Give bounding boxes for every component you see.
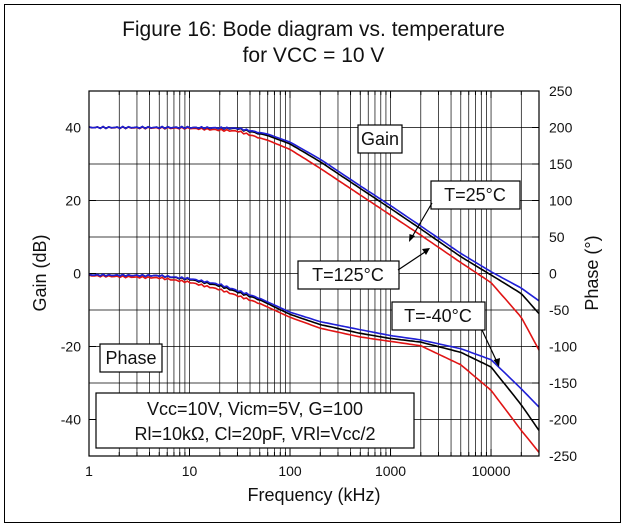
series-group xyxy=(88,125,540,453)
t125-arrow xyxy=(397,251,426,271)
tm40-label-box xyxy=(391,301,486,331)
phase-label: Phase xyxy=(105,348,156,368)
phase-label-box xyxy=(99,343,163,373)
t25-label-box xyxy=(430,180,521,210)
conditions-line1: Vcc=10V, Vicm=5V, G=100 xyxy=(147,399,363,419)
tm40-arrowhead xyxy=(493,358,500,367)
x-tick-label: 10000 xyxy=(472,463,511,479)
y-right-tick-label: -50 xyxy=(549,302,569,318)
y-left-tick-label: 20 xyxy=(65,193,81,209)
conditions-box xyxy=(95,392,415,449)
conditions-line2: Rl=10kΩ, Cl=20pF, VRl=Vcc/2 xyxy=(134,424,375,444)
y-right-tick-label: 150 xyxy=(549,156,573,172)
plot-border xyxy=(88,90,540,457)
x-tick-label: 1 xyxy=(85,463,93,479)
x-tick-label: 100 xyxy=(278,463,302,479)
y-axis-left-label: Gain (dB) xyxy=(30,234,50,311)
y-right-tick-label: -150 xyxy=(549,375,577,391)
phase-series-red xyxy=(88,274,540,453)
phase-series-blue xyxy=(88,273,540,408)
y-right-tick-label: -200 xyxy=(549,412,577,428)
y-right-tick-label: 200 xyxy=(549,120,573,136)
t125-arrowhead xyxy=(422,248,430,255)
y-left-tick-label: 0 xyxy=(73,266,81,282)
t125-label: T=125°C xyxy=(312,265,384,285)
x-tick-label: 1000 xyxy=(375,463,406,479)
t25-label: T=25°C xyxy=(444,185,506,205)
chart-title-line2: for VCC = 10 V xyxy=(242,44,385,67)
y-right-tick-label: -250 xyxy=(549,448,577,464)
y-left-tick-label: -40 xyxy=(61,412,81,428)
gain-label: Gain xyxy=(361,129,399,149)
y-right-tick-label: 100 xyxy=(549,193,573,209)
tm40-arrow xyxy=(481,329,498,363)
x-tick-label: 10 xyxy=(182,463,198,479)
y-right-tick-label: -100 xyxy=(549,339,577,355)
t125-label-box xyxy=(297,260,400,290)
y-right-tick-label: 0 xyxy=(549,266,557,282)
x-axis-label: Frequency (kHz) xyxy=(247,485,380,505)
y-left-tick-label: -20 xyxy=(61,339,81,355)
t25-arrowhead xyxy=(409,234,415,242)
y-axis-right-label: Phase (°) xyxy=(582,235,602,310)
t25-arrow xyxy=(411,202,433,238)
y-left-tick-label: 40 xyxy=(65,120,81,136)
y-right-tick-label: 250 xyxy=(549,83,573,99)
gain-label-box xyxy=(357,124,403,154)
chart-title-line1: Figure 16: Bode diagram vs. temperature xyxy=(122,18,505,41)
gain-series-blue xyxy=(88,125,540,302)
tm40-label: T=-40°C xyxy=(404,306,472,326)
y-right-tick-label: 50 xyxy=(549,229,565,245)
